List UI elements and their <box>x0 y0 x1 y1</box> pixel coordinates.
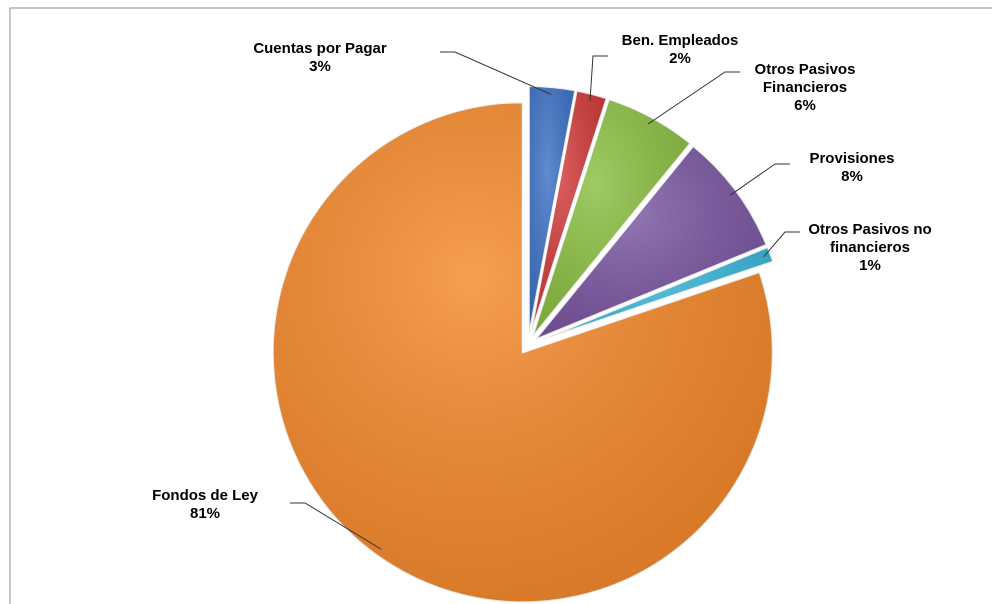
leader-line <box>647 71 740 125</box>
data-label: Ben. Empleados 2% <box>590 32 770 68</box>
value-label: 6% <box>794 97 816 114</box>
slice-shade <box>532 99 691 338</box>
category-name: Fondos de Ley <box>152 487 258 504</box>
value-label: 1% <box>859 257 881 274</box>
leader-line <box>440 51 552 96</box>
frame <box>9 7 992 604</box>
data-label: Fondos de Ley 81% <box>125 487 285 523</box>
category-name: Ben. Empleados <box>621 32 739 49</box>
data-label: Otros Pasivos no financieros 1% <box>780 221 960 275</box>
category-name: Otros Pasivos no financieros <box>808 221 932 256</box>
slice-shade <box>272 102 773 603</box>
leader-line <box>290 502 382 550</box>
slice-shade <box>530 90 607 337</box>
slice-shade <box>528 86 576 337</box>
slice-shade <box>535 145 767 340</box>
value-label: 2% <box>669 50 691 67</box>
data-label: Otros Pasivos Financieros 6% <box>735 61 875 115</box>
category-name: Cuentas por Pagar <box>253 40 387 57</box>
category-name: Otros Pasivos Financieros <box>754 61 856 96</box>
category-name: Provisiones <box>809 150 895 167</box>
data-label: Cuentas por Pagar 3% <box>210 40 430 76</box>
data-label: Provisiones 8% <box>782 150 922 186</box>
leader-line <box>589 55 608 102</box>
leader-line <box>763 231 800 258</box>
value-label: 8% <box>841 168 863 185</box>
value-label: 81% <box>189 505 221 522</box>
slice-shade <box>536 247 774 342</box>
leader-line <box>729 163 790 196</box>
value-label: 3% <box>309 58 331 75</box>
